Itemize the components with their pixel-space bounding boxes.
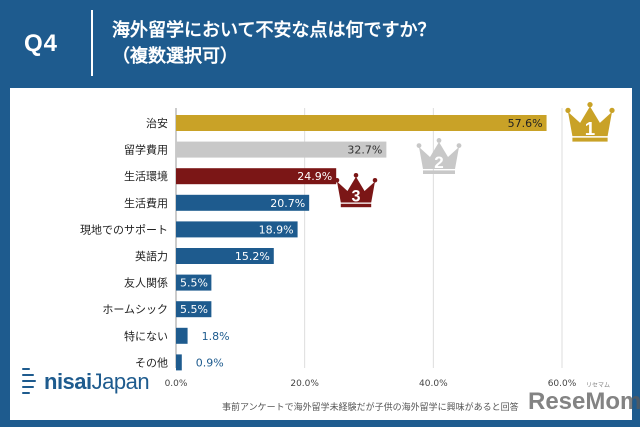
value-label: 24.9% [297,170,332,183]
header-divider [91,10,93,76]
value-label: 15.2% [235,250,270,263]
footnote: 事前アンケートで海外留学未経験だが子供の海外留学に興味があると回答 [222,403,519,413]
bar [176,168,337,185]
question-number: Q4 [24,30,59,57]
category-label: 留学費用 [124,143,168,157]
resemom-watermark: ReseMom リセマム [528,383,640,416]
watermark-ruby: リセマム [586,383,611,389]
category-label: その他 [135,356,168,369]
value-label: 57.6% [508,117,543,130]
x-tick-label: 60.0% [548,379,577,389]
bar [176,248,274,264]
logo-text-bold: nisai [44,369,92,394]
svg-text:1: 1 [585,118,595,139]
bar [176,194,310,211]
value-label: 32.7% [347,144,382,157]
value-label: 5.5% [180,303,208,316]
category-label: ホームシック [102,303,168,316]
rank-1-crown-icon: 1 [565,102,615,142]
value-label: 20.7% [270,197,305,210]
bar [176,354,182,371]
svg-text:2: 2 [434,153,443,172]
watermark-text: ReseMom [528,388,640,415]
value-label: 0.9% [196,356,224,369]
question-title: 海外留学において不安な点は何ですか？ [112,20,436,41]
bar [176,301,212,318]
rank-2-crown-icon: 2 [416,138,462,174]
bar [176,221,298,238]
rank-3-crown-icon: 3 [334,173,378,208]
category-label: 特にない [124,329,168,343]
category-label: 友人関係 [124,276,168,290]
logo-text-light: Japan [91,369,150,394]
category-label: 英語力 [135,249,168,263]
category-label: 生活環境 [124,169,168,183]
chart-panel: 0.0% 20.0% 40.0% 60.0% 治安 57.6% 留学費用 32.7% 生活環境 2… [10,88,632,420]
question-subtitle: （複数選択可） [112,46,238,67]
value-label: 5.5% [180,277,208,290]
x-tick-label: 40.0% [419,379,448,389]
bar [176,327,188,344]
category-label: 現地でのサポート [80,223,168,236]
svg-text:3: 3 [352,188,361,206]
value-label: 18.9% [259,223,294,236]
nisai-japan-logo: nisaiJapan [22,364,150,400]
bar [176,141,387,158]
bar-chart: 0.0% 20.0% 40.0% 60.0% 治安 57.6% 留学費用 32.7% 生活環境 2… [80,102,615,389]
x-tick-label: 20.0% [290,379,319,389]
value-label: 1.8% [202,330,230,343]
bar [176,274,212,291]
header: Q4 海外留学において不安な点は何ですか？ （複数選択可） [0,0,640,88]
x-tick-label: 0.0% [165,379,188,389]
bar [176,115,547,131]
category-label: 治安 [146,116,168,130]
category-label: 生活費用 [124,196,168,210]
logo-mark-icon [22,364,40,400]
